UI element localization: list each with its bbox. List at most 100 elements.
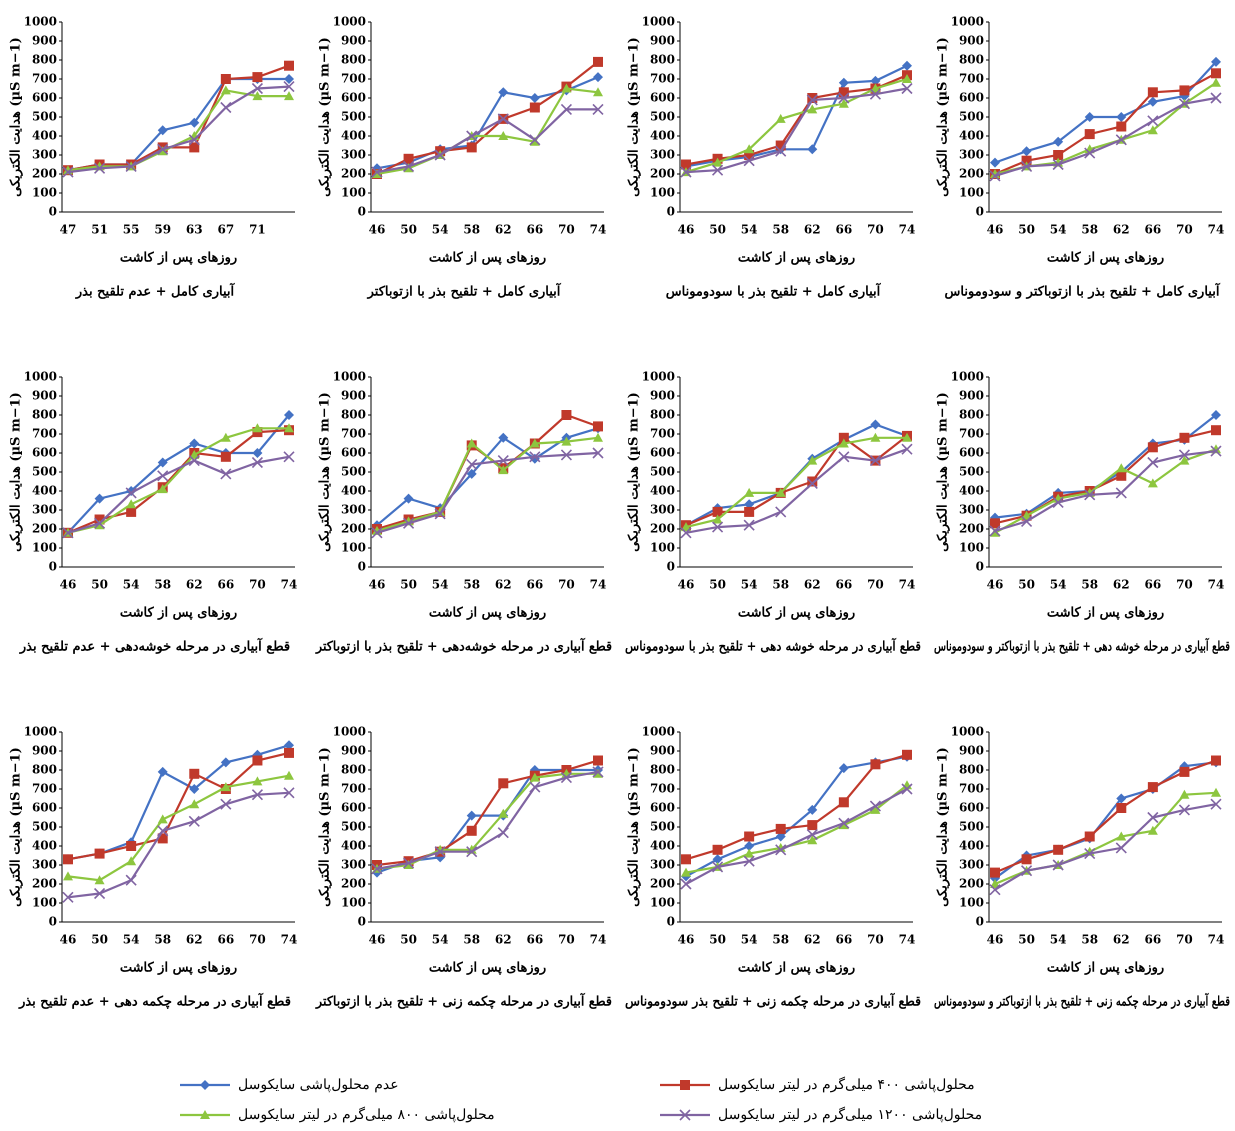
x-tick-label: 50 — [1018, 933, 1035, 947]
y-tick-label: 1000 — [642, 15, 675, 29]
series-line — [685, 755, 908, 878]
marker-square — [1116, 121, 1127, 132]
caption: قطع آبیاری در مرحله چکمه زنی + تلقیح بذر… — [934, 993, 1230, 1010]
x-tick-label: 66 — [836, 223, 853, 237]
marker-x — [680, 166, 692, 178]
x-tick-label: 71 — [249, 223, 266, 237]
marker-square — [466, 142, 477, 153]
marker-triangle — [775, 487, 786, 497]
marker-x — [434, 149, 446, 161]
x-tick-label: 62 — [495, 223, 512, 237]
marker-triangle — [1116, 831, 1127, 841]
marker-x — [125, 874, 137, 886]
y-tick-label: 1000 — [333, 370, 366, 384]
marker-triangle — [252, 776, 263, 786]
marker-square — [220, 451, 231, 462]
marker-x — [680, 527, 692, 539]
marker-x — [743, 519, 755, 531]
x-tick-label: 62 — [1113, 933, 1130, 947]
caption: قطع آبیاری در مرحله خوشه دهی + تلقیح بذر… — [934, 638, 1230, 655]
y-tick-label: 0 — [358, 560, 366, 574]
caption: قطع آبیاری در مرحله خوشه دهی + تلقیح بذر… — [625, 638, 921, 655]
marker-x — [869, 800, 881, 812]
marker-x — [1115, 487, 1127, 499]
marker-x — [989, 525, 1001, 537]
series-line — [376, 772, 598, 870]
marker-square — [94, 848, 105, 859]
y-tick-label: 100 — [959, 896, 984, 910]
marker-diamond — [838, 77, 849, 88]
x-tick-label: 70 — [1176, 223, 1193, 237]
marker-x — [125, 160, 137, 172]
legend-label: محلول‌پاشی ۱۲۰۰ میلی‌گرم در لیتر سایکوسل — [718, 1106, 982, 1123]
marker-triangle — [807, 104, 818, 114]
marker-triangle — [744, 848, 755, 858]
series-line — [994, 803, 1217, 891]
marker-x — [1084, 489, 1096, 501]
marker-x — [1052, 496, 1064, 508]
marker-x — [989, 884, 1001, 896]
marker-diamond — [712, 854, 723, 865]
y-tick-label: 700 — [959, 72, 984, 86]
y-axis-label: هدایت الکتریکی (µS m−1) — [627, 37, 642, 197]
y-tick-label: 900 — [650, 34, 675, 48]
x-axis-label: روزهای پس از کاشت — [1047, 251, 1164, 266]
y-tick-label: 200 — [341, 522, 366, 536]
marker-diamond — [529, 93, 540, 103]
x-tick-label: 74 — [590, 578, 607, 592]
x-tick-label: 58 — [154, 578, 171, 592]
marker-x — [434, 846, 446, 858]
y-tick-label: 0 — [49, 560, 57, 574]
y-tick-label: 600 — [341, 91, 366, 105]
marker-triangle — [157, 484, 168, 494]
x-tick-label: 46 — [678, 578, 695, 592]
marker-diamond — [870, 419, 881, 430]
y-tick-label: 0 — [49, 915, 57, 929]
y-tick-label: 300 — [650, 148, 675, 162]
x-tick-label: 55 — [123, 223, 140, 237]
marker-square — [1116, 803, 1127, 813]
marker-x — [592, 766, 604, 778]
marker-square — [157, 833, 168, 844]
x-tick-label: 46 — [987, 933, 1004, 947]
y-tick-label: 300 — [959, 148, 984, 162]
series-line — [994, 761, 1217, 880]
x-tick-label: 50 — [1018, 578, 1035, 592]
marker-diamond — [1147, 96, 1158, 107]
x-tick-label: 58 — [1081, 223, 1098, 237]
marker-x — [775, 844, 787, 856]
x-tick-label: 58 — [463, 933, 480, 947]
marker-square — [681, 854, 691, 865]
x-tick-label: 47 — [60, 223, 77, 237]
series-line — [376, 413, 599, 531]
series-line — [376, 451, 599, 534]
marker-square — [1211, 425, 1221, 436]
marker-x — [251, 82, 263, 95]
x-tick-label: 70 — [867, 578, 884, 592]
marker-triangle — [1179, 789, 1190, 799]
marker-triangle — [561, 436, 572, 446]
marker-diamond — [284, 410, 294, 420]
marker-x — [806, 94, 818, 106]
y-tick-label: 0 — [976, 205, 984, 219]
marker-triangle — [63, 871, 73, 881]
marker-triangle — [94, 520, 105, 530]
y-tick-label: 900 — [959, 34, 984, 48]
marker-square — [1179, 432, 1190, 443]
marker-x — [1178, 98, 1190, 110]
series-line — [685, 77, 908, 174]
marker-triangle — [593, 768, 603, 778]
y-axis-label: هدایت الکتریکی (µS m−1) — [318, 392, 333, 552]
caption: آبیاری کامل + تلقیح بذر با ازتوباکتر و س… — [945, 283, 1221, 300]
x-tick-label: 54 — [123, 578, 140, 592]
caption: قطع آبیاری در مرحله خوشه‌دهی + عدم تلقیح… — [19, 638, 290, 655]
marker-triangle — [403, 860, 414, 869]
series-line — [994, 759, 1217, 874]
x-tick-label: 66 — [1145, 223, 1162, 237]
y-tick-label: 400 — [32, 129, 57, 143]
marker-x — [1052, 158, 1064, 171]
y-tick-label: 900 — [32, 34, 57, 48]
y-tick-label: 900 — [32, 744, 57, 758]
marker-triangle — [681, 867, 691, 877]
